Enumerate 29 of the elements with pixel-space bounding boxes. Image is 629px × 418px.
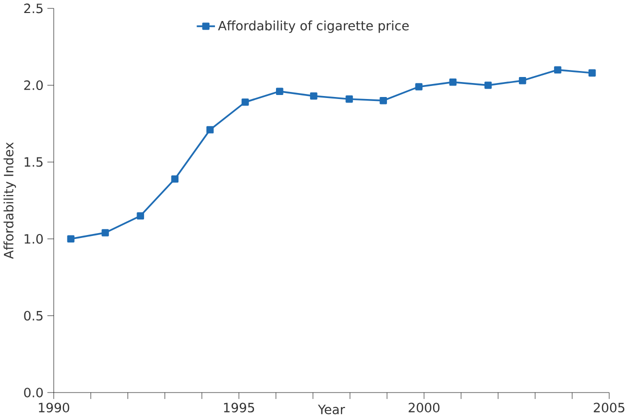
y-tick-label: 1.5 xyxy=(24,157,43,167)
y-axis-title: Affordability Index xyxy=(4,142,16,259)
point xyxy=(242,98,249,106)
y-tick-label: 0.5 xyxy=(24,310,43,321)
point xyxy=(380,97,387,104)
point xyxy=(102,229,109,236)
point xyxy=(310,92,318,100)
x-tick-label: 2000 xyxy=(408,402,440,413)
point xyxy=(276,88,284,96)
y-tick-label: 2.5 xyxy=(24,4,43,14)
point xyxy=(206,126,214,134)
point xyxy=(484,82,492,89)
y-tick-label: 1.0 xyxy=(24,234,43,244)
point xyxy=(518,77,526,84)
point xyxy=(449,78,457,86)
point xyxy=(588,69,596,77)
point xyxy=(171,175,178,183)
x-tick-label: 1995 xyxy=(224,402,254,413)
x-axis-title: Year xyxy=(318,404,346,414)
y-tick-label: 0.0 xyxy=(24,388,43,398)
x-tick-label: 1990 xyxy=(38,402,70,413)
x-tick-label: 2005 xyxy=(594,402,624,413)
point xyxy=(67,235,74,243)
point xyxy=(346,96,353,103)
y-tick-label: 2.0 xyxy=(24,80,43,90)
legend-label: Affordability of cigarette price xyxy=(218,20,409,34)
point xyxy=(136,212,144,220)
point xyxy=(554,66,562,74)
point xyxy=(415,83,422,90)
